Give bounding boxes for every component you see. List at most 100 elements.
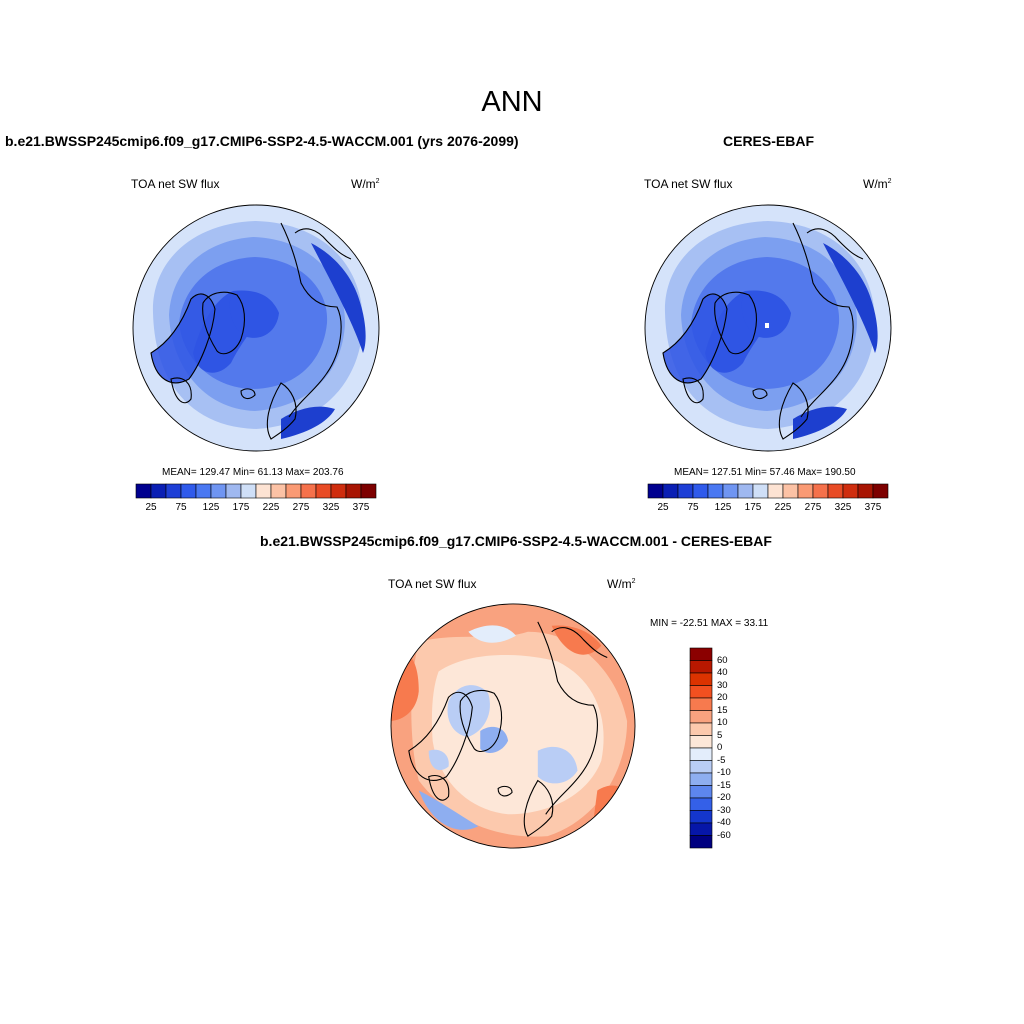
model-polar-map (132, 204, 380, 452)
colorbar-tick-label: 15 (717, 704, 728, 716)
obs-stats-text: MEAN= 127.51 Min= 57.46 Max= 190.50 (674, 467, 856, 478)
coastline (202, 291, 246, 355)
coastline (537, 621, 598, 815)
colorbar-swatch (707, 483, 724, 499)
colorbar-swatch (195, 483, 212, 499)
missing-data-cell (765, 323, 769, 328)
shaded-region (591, 785, 632, 837)
colorbar-tick-label: -20 (717, 792, 731, 803)
colorbar-swatch (180, 483, 197, 499)
colorbar-swatch (270, 483, 287, 499)
colorbar-swatch (689, 647, 713, 661)
colorbar-swatch (662, 483, 679, 499)
map-boundary (644, 204, 892, 452)
colorbar-swatch (150, 483, 167, 499)
map-boundary (390, 603, 636, 849)
colorbar-swatch (285, 483, 302, 499)
colorbar-swatch (677, 483, 694, 499)
colorbar-tick-label: 20 (717, 692, 728, 703)
model-panel-title: b.e21.BWSSP245cmip6.f09_g17.CMIP6-SSP2-4… (5, 133, 519, 149)
colorbar-swatch (812, 483, 829, 499)
coastline (459, 689, 503, 752)
colorbar-tick-label: -30 (717, 804, 731, 816)
diff-units-label: W/m2 (607, 577, 636, 591)
coastline (408, 691, 473, 781)
shaded-region (151, 294, 215, 383)
colorbar-swatch (255, 483, 272, 499)
colorbar-tick-label: 275 (804, 502, 822, 513)
shaded-region (663, 294, 727, 383)
colorbar-tick-label: 375 (352, 502, 370, 513)
obs-units-label: W/m2 (863, 177, 892, 191)
colorbar-swatch (689, 722, 713, 736)
figure-title: ANN (481, 86, 543, 118)
colorbar-swatch (135, 483, 152, 499)
model-colorbar (135, 483, 377, 499)
coastline (752, 388, 768, 400)
colorbar-tick-label: 375 (864, 502, 882, 513)
obs-panel-title: CERES-EBAF (723, 133, 815, 149)
map-boundary (132, 204, 380, 452)
colorbar-swatch (165, 483, 182, 499)
coastline (792, 222, 854, 418)
colorbar-swatch (722, 483, 739, 499)
coastline (150, 293, 216, 384)
colorbar-tick-label: 325 (322, 502, 340, 513)
coastline (428, 775, 450, 801)
colorbar-tick-label: 125 (202, 502, 220, 513)
shaded-region (431, 655, 604, 815)
shaded-region (428, 749, 449, 771)
colorbar-swatch (689, 810, 713, 824)
coastline (170, 377, 192, 404)
colorbar-swatch (345, 483, 362, 499)
colorbar-tick-label: 325 (834, 502, 852, 513)
colorbar-tick-label: 125 (714, 502, 732, 513)
colorbar-tick-label: 25 (657, 502, 669, 513)
coastline (280, 222, 342, 418)
colorbar-tick-label: -10 (717, 767, 731, 778)
colorbar-swatch (225, 483, 242, 499)
colorbar-swatch (797, 483, 814, 499)
colorbar-tick-label: 40 (717, 667, 728, 678)
colorbar-tick-label: -15 (717, 779, 731, 791)
colorbar-swatch (737, 483, 754, 499)
diff-colorbar (689, 647, 713, 849)
colorbar-tick-label: 275 (292, 502, 310, 513)
colorbar-swatch (330, 483, 347, 499)
colorbar-swatch (689, 735, 713, 749)
coastline (778, 382, 809, 440)
colorbar-tick-label: 225 (774, 502, 792, 513)
colorbar-swatch (647, 483, 664, 499)
colorbar-tick-label: 175 (744, 502, 762, 513)
shaded-region (311, 243, 366, 353)
coastline (294, 228, 352, 260)
colorbar-swatch (240, 483, 257, 499)
colorbar-tick-label: 75 (175, 502, 187, 513)
diff-variable-label: TOA net SW flux (388, 577, 477, 591)
diff-panel-title: b.e21.BWSSP245cmip6.f09_g17.CMIP6-SSP2-4… (260, 533, 772, 549)
shaded-region (480, 726, 509, 753)
colorbar-tick-label: 175 (232, 502, 250, 513)
shaded-region (468, 625, 516, 643)
colorbar-swatch (767, 483, 784, 499)
colorbar-tick-label: -40 (717, 817, 731, 828)
coastline (682, 377, 704, 404)
colorbar-swatch (752, 483, 769, 499)
colorbar-tick-label: 25 (145, 502, 157, 513)
shaded-region (447, 685, 490, 737)
colorbar-swatch (689, 697, 713, 711)
colorbar-swatch (210, 483, 227, 499)
colorbar-tick-label: 30 (717, 679, 728, 691)
colorbar-swatch (689, 760, 713, 774)
coastline (551, 627, 608, 659)
colorbar-swatch (857, 483, 874, 499)
colorbar-tick-label: 75 (687, 502, 699, 513)
diff-polar-map (390, 603, 636, 849)
colorbar-swatch (689, 797, 713, 811)
model-variable-label: TOA net SW flux (131, 177, 220, 191)
colorbar-swatch (315, 483, 332, 499)
colorbar-swatch (689, 772, 713, 786)
shaded-region (551, 625, 602, 655)
colorbar-tick-label: 0 (717, 742, 723, 753)
obs-variable-label: TOA net SW flux (644, 177, 733, 191)
